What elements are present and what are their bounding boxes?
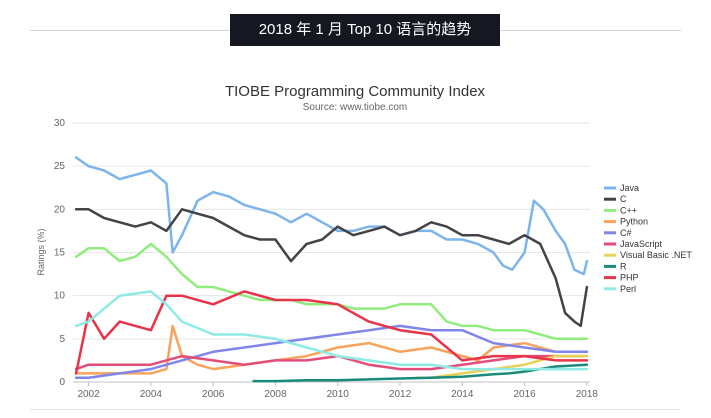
legend-label-cplusplus: C++ xyxy=(620,205,637,215)
legend-label-javascript: JavaScript xyxy=(620,239,663,249)
series-line-perl xyxy=(74,290,589,371)
legend-label-java: Java xyxy=(620,183,639,193)
legend-label-visual-basic-net: Visual Basic .NET xyxy=(620,250,692,260)
chart-subtitle: Source: www.tiobe.com xyxy=(303,102,408,113)
y-axis-label: Ratings (%) xyxy=(36,228,46,275)
series-line-csharp xyxy=(74,324,589,379)
x-tick-label: 2002 xyxy=(77,389,100,400)
x-tick-label: 2012 xyxy=(389,389,412,400)
x-tick-label: 2004 xyxy=(140,389,163,400)
legend-label-r: R xyxy=(620,261,627,271)
legend-label-php: PHP xyxy=(620,273,639,283)
legend-label-c: C xyxy=(620,194,627,204)
legend-label-csharp: C# xyxy=(620,228,632,238)
x-tick-label: 2014 xyxy=(451,389,474,400)
series-line-php xyxy=(74,290,589,375)
y-tick-label: 30 xyxy=(54,118,66,129)
y-tick-label: 0 xyxy=(59,377,65,388)
legend-label-perl: Perl xyxy=(620,284,636,294)
chart-title: TIOBE Programming Community Index xyxy=(225,83,486,100)
legend-label-python: Python xyxy=(620,217,648,227)
y-tick-label: 15 xyxy=(54,248,66,259)
y-tick-label: 25 xyxy=(54,161,66,172)
x-tick-label: 2008 xyxy=(264,389,287,400)
x-tick-label: 2018 xyxy=(576,389,599,400)
plot-area xyxy=(74,156,589,383)
x-tick-label: 2010 xyxy=(327,389,350,400)
y-tick-label: 10 xyxy=(54,291,66,302)
banner-title: 2018 年 1 月 Top 10 语言的趋势 xyxy=(230,14,500,46)
y-tick-label: 5 xyxy=(59,334,65,345)
y-axis-ticks: 0 5 10 15 20 25 30 xyxy=(54,118,66,388)
x-axis-ticks: 2002 2004 2006 2008 2010 2012 2014 2016 2018 xyxy=(77,382,598,400)
x-tick-label: 2006 xyxy=(202,389,225,400)
series-line-c xyxy=(74,208,589,328)
grid-lines xyxy=(73,122,590,383)
series-line-java xyxy=(74,156,589,276)
x-tick-label: 2016 xyxy=(513,389,536,400)
series-line-javascript xyxy=(74,354,589,371)
series-line-r xyxy=(252,363,589,383)
bottom-divider xyxy=(30,409,681,410)
y-tick-label: 20 xyxy=(54,204,66,215)
